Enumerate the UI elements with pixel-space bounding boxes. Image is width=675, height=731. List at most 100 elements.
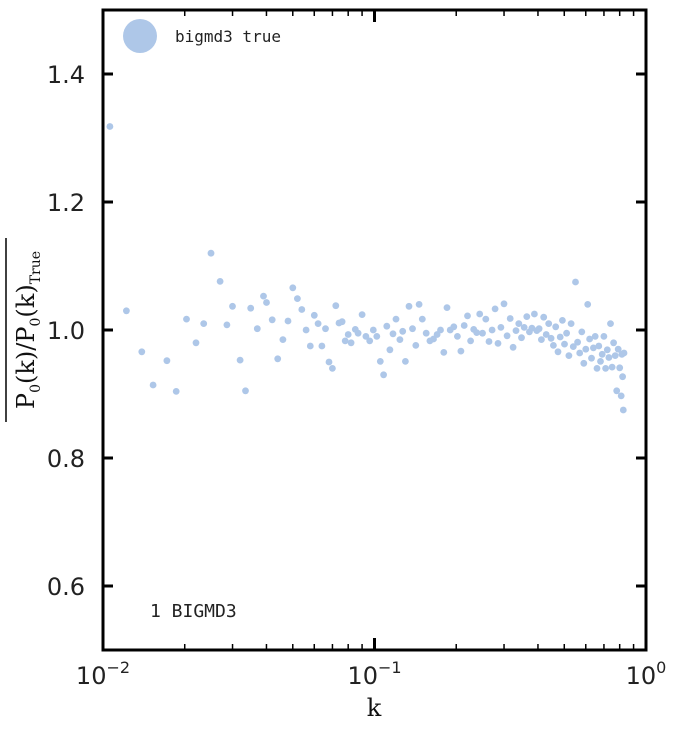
data-point — [503, 332, 511, 340]
data-point — [268, 316, 276, 324]
data-point — [614, 345, 622, 353]
data-point — [598, 350, 606, 358]
data-point — [485, 338, 493, 345]
data-point — [591, 333, 599, 340]
data-point — [491, 305, 499, 313]
data-point — [538, 336, 545, 343]
data-point — [607, 320, 614, 327]
data-point — [380, 371, 387, 379]
data-point — [284, 317, 292, 325]
data-point — [216, 278, 224, 285]
data-point — [523, 313, 531, 320]
data-point — [260, 292, 267, 300]
data-point — [138, 348, 146, 356]
data-point — [422, 329, 430, 337]
data-point — [590, 344, 597, 352]
y-axis-label-mid: (k)/P — [12, 326, 40, 384]
data-point — [563, 329, 570, 337]
data-point — [545, 320, 553, 327]
data-point — [540, 313, 548, 321]
data-point — [572, 278, 579, 286]
data-point — [506, 315, 514, 322]
data-point — [358, 311, 366, 318]
data-point — [580, 359, 588, 367]
data-point — [467, 337, 474, 345]
x-tick-label: 10−2 — [76, 658, 130, 690]
data-point — [396, 336, 404, 343]
data-point — [172, 388, 180, 395]
data-point — [574, 338, 581, 346]
x-axis-label: k — [367, 694, 382, 722]
data-point — [338, 318, 346, 326]
legend-label: bigmd3 true — [175, 27, 281, 46]
data-point — [582, 345, 590, 353]
data-point — [464, 312, 471, 320]
data-point — [123, 307, 130, 315]
data-point — [332, 302, 340, 310]
data-point — [617, 392, 625, 400]
y-axis-label-end: (k) — [12, 284, 40, 317]
data-point — [602, 365, 609, 372]
data-point — [588, 354, 595, 362]
data-point — [329, 365, 336, 372]
data-point — [289, 284, 297, 292]
data-point — [192, 339, 200, 347]
data-point — [149, 381, 157, 389]
data-point — [318, 342, 326, 350]
y-axis-label: P0(k)/P0(k)True — [5, 238, 44, 422]
data-point — [454, 333, 461, 340]
data-point — [460, 322, 468, 329]
data-point — [106, 123, 114, 130]
svg-text:P0(k)/P0(k)True: P0(k)/P0(k)True — [12, 251, 44, 409]
data-point — [578, 328, 586, 336]
data-point — [584, 301, 592, 308]
data-point — [163, 357, 171, 365]
data-point — [389, 330, 397, 338]
data-point — [610, 339, 617, 347]
data-point — [542, 331, 550, 338]
data-point — [531, 310, 538, 318]
data-point — [616, 364, 624, 372]
data-point — [183, 315, 190, 323]
y-axis-label-sub1: 0 — [28, 318, 44, 327]
data-point — [247, 304, 255, 312]
data-point — [565, 352, 573, 359]
data-point — [366, 337, 374, 345]
data-point — [443, 304, 451, 311]
data-point — [520, 324, 528, 331]
y-tick-label: 0.6 — [47, 573, 85, 601]
y-axis-ticks: 0.6 0.8 1.0 1.2 1.4 — [47, 61, 646, 601]
data-point — [302, 326, 310, 334]
y-axis-label-subtrue: True — [28, 251, 44, 284]
data-point — [322, 325, 329, 333]
data-point — [518, 334, 525, 342]
data-point — [600, 333, 608, 340]
data-point — [567, 320, 575, 327]
data-point — [576, 349, 584, 357]
data-point — [263, 299, 270, 306]
data-point — [494, 340, 502, 347]
data-point — [482, 315, 490, 323]
data-point — [547, 334, 555, 342]
data-point — [535, 325, 543, 333]
data-point — [440, 349, 448, 356]
data-point — [556, 333, 564, 341]
data-point — [605, 354, 613, 361]
data-point — [383, 322, 391, 330]
data-point — [399, 327, 407, 335]
data-point — [595, 342, 603, 350]
y-tick-label: 1.2 — [47, 189, 85, 217]
data-point — [512, 327, 520, 334]
data-point — [279, 336, 287, 343]
data-point — [619, 373, 626, 381]
data-point — [586, 335, 593, 343]
data-point — [373, 333, 381, 340]
data-point — [608, 363, 616, 371]
data-point — [620, 349, 628, 357]
data-point — [344, 331, 352, 338]
data-point — [392, 315, 400, 323]
data-point — [457, 347, 465, 355]
data-point — [415, 301, 423, 308]
legend: bigmd3 true — [123, 19, 281, 53]
